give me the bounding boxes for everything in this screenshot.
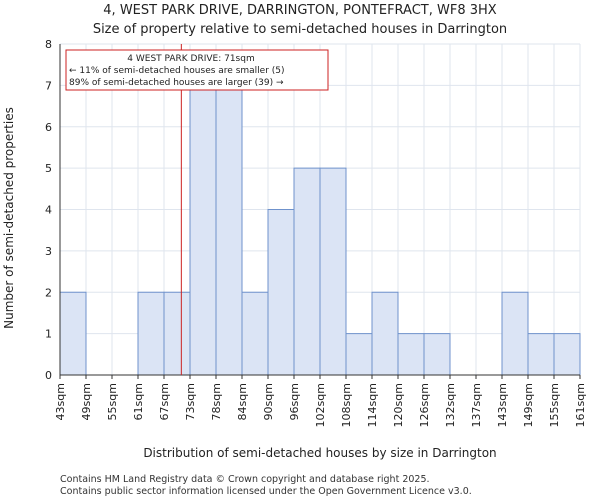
footer-line2: Contains public sector information licen… (60, 486, 472, 497)
annotation-line2: ← 11% of semi-detached houses are smalle… (69, 66, 285, 76)
x-tick-label: 155sqm (548, 383, 561, 427)
x-tick-label: 126sqm (418, 383, 431, 427)
x-tick-label: 78sqm (210, 383, 223, 420)
bar (345, 333, 373, 376)
x-tick-label: 73sqm (184, 383, 197, 420)
y-tick-label: 2 (45, 286, 52, 299)
bar (189, 84, 217, 376)
x-tick-label: 67sqm (158, 383, 171, 420)
chart-title-line1: 4, WEST PARK DRIVE, DARRINGTON, PONTEFRA… (103, 3, 497, 18)
x-tick-label: 55sqm (106, 383, 119, 420)
y-tick-label: 8 (45, 38, 52, 51)
bar (397, 333, 425, 376)
bar (293, 167, 321, 376)
bar (371, 291, 399, 376)
y-tick-label: 4 (45, 204, 52, 217)
y-tick-label: 0 (45, 369, 52, 382)
x-tick-label: 143sqm (496, 383, 509, 427)
x-tick-label: 90sqm (262, 383, 275, 420)
x-axis-label: Distribution of semi-detached houses by … (143, 446, 496, 460)
bar (267, 209, 295, 376)
x-tick-label: 43sqm (54, 383, 67, 420)
annotation-box (65, 49, 329, 91)
bar (423, 333, 451, 376)
marker: 4 WEST PARK DRIVE: 71sqm ← 11% of semi-de… (65, 44, 329, 375)
x-tick-label: 161sqm (574, 383, 587, 427)
x-tick-label: 49sqm (80, 383, 93, 420)
x-tick-label: 102sqm (314, 383, 327, 427)
y-axis-label: Number of semi-detached properties (2, 107, 16, 329)
axes: 0 1 2 3 4 5 6 7 8 43sqm 49sqm 55sqm 61sqm 67sqm 73sqm 7… (45, 38, 587, 427)
bars (59, 84, 581, 376)
bar (163, 291, 191, 376)
bar (501, 291, 529, 376)
chart-title-line2: Size of property relative to semi-detach… (93, 22, 507, 37)
bar (319, 167, 347, 376)
y-tick-label: 6 (45, 121, 52, 134)
bar (59, 291, 87, 376)
x-tick-label: 114sqm (366, 383, 379, 427)
annotation-line1: 4 WEST PARK DRIVE: 71sqm (127, 54, 254, 64)
y-tick-label: 1 (45, 328, 52, 341)
x-tick-label: 84sqm (236, 383, 249, 420)
footer-line1: Contains HM Land Registry data © Crown c… (60, 474, 430, 485)
bar (527, 333, 555, 376)
bar (137, 291, 165, 376)
x-tick-label: 96sqm (288, 383, 301, 420)
x-tick-label: 61sqm (132, 383, 145, 420)
x-tick-label: 149sqm (522, 383, 535, 427)
x-tick-label: 132sqm (444, 383, 457, 427)
y-tick-label: 3 (45, 245, 52, 258)
bar (553, 333, 581, 376)
y-tick-label: 5 (45, 162, 52, 175)
y-tick-label: 7 (45, 79, 52, 92)
bar (215, 84, 243, 376)
x-tick-label: 108sqm (340, 383, 353, 427)
x-tick-label: 120sqm (392, 383, 405, 427)
bar (241, 291, 269, 376)
annotation-line3: 89% of semi-detached houses are larger (… (69, 78, 284, 88)
x-tick-label: 137sqm (470, 383, 483, 427)
